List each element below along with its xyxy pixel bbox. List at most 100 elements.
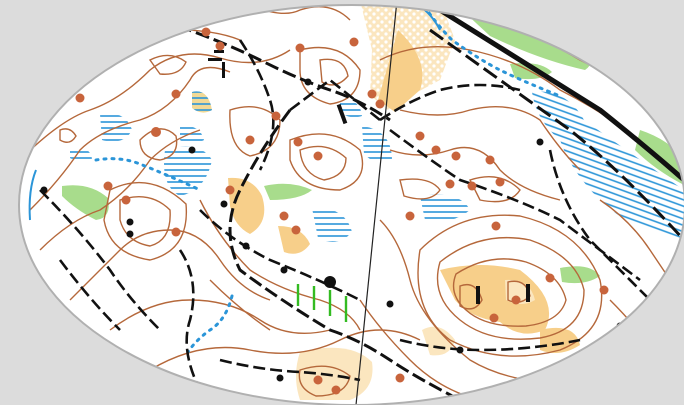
stream-dotted-line-icon (186, 294, 234, 354)
feature (476, 286, 480, 304)
open-land-area (378, 30, 423, 112)
feature (336, 103, 348, 125)
knoll-dot-icon (331, 385, 341, 395)
contour-line (389, 146, 561, 201)
knoll-dot-icon (215, 41, 225, 51)
knoll-dot-icon (295, 43, 305, 53)
boulder-dot-icon (280, 266, 288, 274)
contour-line (436, 236, 585, 340)
feature (214, 50, 224, 53)
knoll-dot-icon (485, 155, 495, 165)
track (429, 28, 684, 242)
contour-line (19, 49, 291, 161)
boulder-dot-icon (242, 242, 250, 250)
magnetic-north-line-icon (355, 5, 398, 405)
knoll-dot-icon (245, 135, 255, 145)
rough-open-area (296, 347, 373, 400)
contour-line (148, 54, 187, 75)
path (379, 83, 521, 122)
marsh-hatch-icon (312, 207, 352, 242)
contour-line (29, 66, 231, 211)
path (289, 78, 381, 122)
contour-line (199, 199, 361, 331)
knoll-dot-icon (489, 313, 499, 323)
knoll-dot-icon (313, 151, 323, 161)
road (438, 7, 684, 182)
knoll-dot-icon (75, 93, 85, 103)
contour-line (109, 299, 331, 335)
marsh-hatch-icon (192, 91, 212, 113)
knoll-dot-icon (313, 375, 323, 385)
contour-line (299, 145, 347, 181)
knoll-dot-icon (291, 225, 301, 235)
feature (526, 284, 530, 302)
knolls (75, 27, 609, 395)
contour-line (69, 229, 271, 301)
contour-line (59, 128, 77, 143)
knoll-dot-icon (395, 373, 405, 383)
path (399, 338, 581, 352)
knoll-dot-icon (431, 145, 441, 155)
boulder-dot-icon (456, 346, 464, 354)
stream-line (28, 169, 37, 221)
knoll-dot-icon (405, 211, 415, 221)
knoll-dot-icon (495, 177, 505, 187)
knoll-dot-icon (171, 89, 181, 99)
stream-line (409, 5, 441, 31)
track (228, 109, 471, 405)
rough-open-area (422, 326, 455, 356)
knoll-dot-icon (103, 181, 113, 191)
boulder-dot-icon (126, 218, 134, 226)
knoll-dot-icon (415, 131, 425, 141)
path (178, 249, 202, 391)
knoll-dot-icon (121, 195, 131, 205)
feature (222, 62, 225, 78)
contour-line (39, 129, 201, 251)
knoll-dot-icon (375, 99, 385, 109)
boulder-dot-icon (40, 186, 48, 194)
marsh-hatch-icon (362, 126, 392, 163)
knoll-dot-icon (545, 273, 555, 283)
contour-line (149, 329, 421, 371)
knoll-dot-icon (225, 185, 235, 195)
path (238, 39, 275, 171)
contour-line (399, 178, 441, 200)
marsh-hatch-icon (70, 147, 92, 162)
contour-line (469, 176, 521, 203)
lens-frame (18, 4, 684, 405)
knoll-dot-icon (445, 179, 455, 189)
contour-line (417, 214, 603, 357)
boulder-dot-icon (220, 200, 228, 208)
water-features (28, 5, 562, 354)
stream-dotted-line-icon (418, 5, 562, 98)
boulder-dot-icon (276, 374, 284, 382)
open-land-area (440, 265, 550, 334)
marsh-hatch-icon (340, 99, 362, 118)
contour-line (229, 106, 281, 157)
knoll-dot-icon (171, 227, 181, 237)
stream-dotted-line-icon (94, 157, 202, 192)
green-area (264, 183, 312, 200)
fence-marks (296, 284, 348, 322)
contour-line (319, 58, 349, 86)
contour-line (459, 283, 483, 310)
knoll-dot-icon (271, 111, 281, 121)
open-land-areas (228, 5, 580, 400)
contour-line (359, 299, 481, 401)
contour-line (289, 133, 364, 191)
contour-line (209, 279, 271, 331)
knoll-dot-icon (201, 27, 211, 37)
open-land-area (228, 177, 265, 234)
knoll-dot-icon (349, 37, 359, 47)
knoll-dot-icon (467, 181, 477, 191)
contour-line (399, 105, 581, 171)
knoll-dot-icon (367, 89, 377, 99)
open-land-area (278, 226, 310, 254)
boulder-dot-icon (126, 230, 134, 238)
path (548, 149, 651, 301)
knoll-dot-icon (151, 127, 161, 137)
knoll-dot-icon (451, 151, 461, 161)
green-area (560, 266, 600, 284)
